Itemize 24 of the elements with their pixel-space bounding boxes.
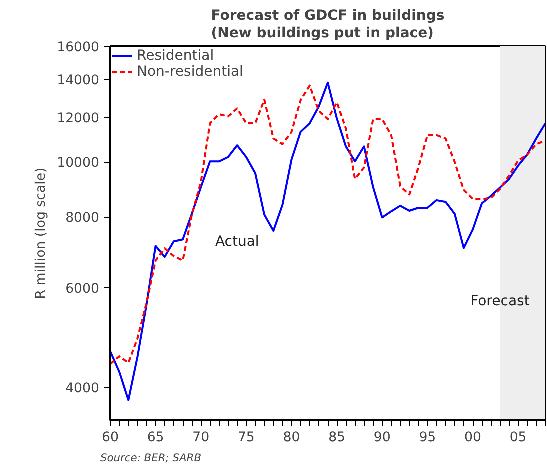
y-tick-label: 6000 [66,282,100,297]
x-tick-label: 90 [374,430,391,446]
x-tick-label: 80 [283,430,300,446]
y-tick-label: 8000 [66,211,100,226]
x-tick-label: 70 [192,430,210,446]
legend-label: Residential [137,48,214,64]
y-tick-label: 4000 [66,382,100,397]
annotation: Actual [215,234,260,250]
x-tick-label: 75 [238,430,255,446]
x-tick-label: 05 [510,430,527,446]
y-axis-title: R million (log scale) [34,168,50,300]
x-tick-label: 95 [419,430,436,446]
x-tick-label: 00 [464,430,482,446]
band-label: Forecast [470,293,530,310]
x-tick-label: 60 [102,430,119,446]
source-note: Source: BER; SARB [100,452,202,464]
legend-label: Non-residential [137,64,244,80]
y-tick-label: 10000 [57,156,100,172]
y-tick-label: 14000 [57,73,100,88]
x-tick-label: 85 [328,430,346,446]
x-tick-label: 65 [147,430,164,446]
chart-title: Forecast of GDCF in buildings (New buildings put in place) [211,8,445,42]
y-tick-label: 16000 [57,40,100,56]
y-tick-label: 12000 [57,111,100,126]
